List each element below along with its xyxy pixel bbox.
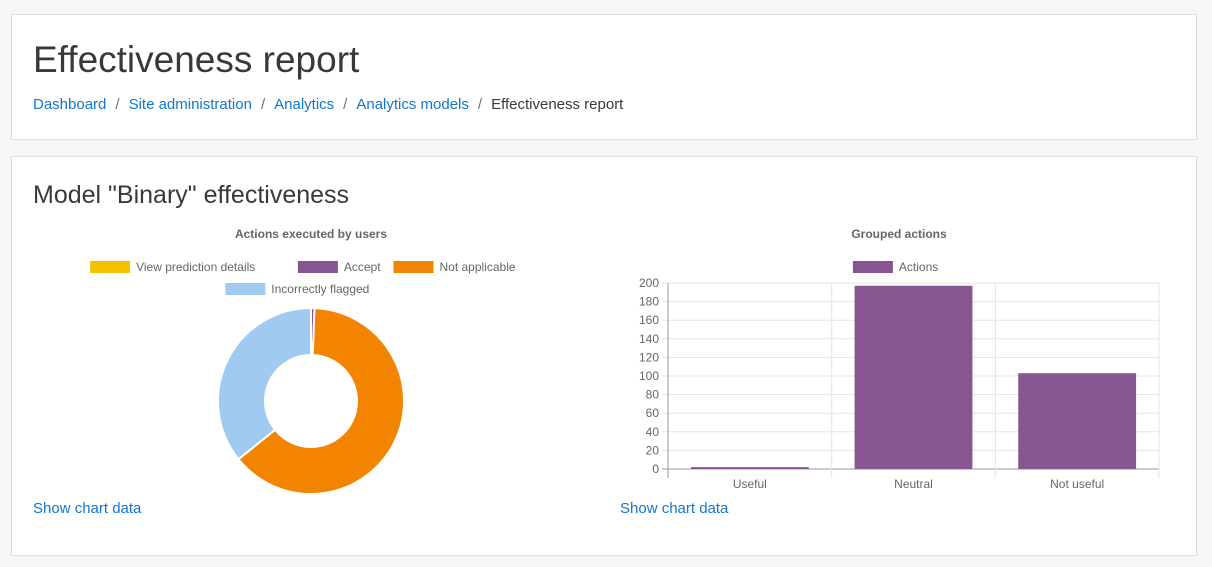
legend-label: Not applicable [440,260,516,274]
legend-item-incorrectly-flagged[interactable]: Incorrectly flagged [225,282,369,296]
breadcrumb-item-current: Effectiveness report [491,96,623,113]
pie-slice-not-applicable[interactable] [237,307,405,495]
breadcrumb-link-dashboard[interactable]: Dashboard [33,96,107,113]
breadcrumb-link-analytics-models[interactable]: Analytics models [356,96,469,113]
legend-swatch [393,261,434,273]
breadcrumb-link-site-administration[interactable]: Site administration [128,96,252,113]
breadcrumb-current-page: Effectiveness report [491,96,624,113]
y-tick-label: 180 [639,295,659,309]
y-tick-label: 60 [646,406,660,420]
legend-label: Accept [344,260,381,274]
legend-item-view-prediction-details[interactable]: View prediction details [90,260,255,274]
breadcrumb-item-analytics-models: Analytics models [356,96,469,113]
bar-chart-title: Grouped actions [851,227,947,241]
actions-pie-chart: Actions executed by users View predictio… [90,227,516,495]
page-title: Effectiveness report [33,39,360,80]
breadcrumb-separator: / [477,96,483,113]
bar-chart-bars [690,285,1137,469]
y-tick-label: 40 [646,425,660,439]
y-tick-label: 200 [639,276,659,290]
breadcrumb-link-analytics[interactable]: Analytics [274,96,335,113]
show-chart-data-link-bar[interactable]: Show chart data [620,500,729,517]
legend-item-accept[interactable]: Accept [297,260,381,274]
pie-slice-incorrectly-flagged[interactable] [217,306,312,461]
pie-chart-title: Actions executed by users [235,227,387,241]
breadcrumb-item-analytics: Analytics [274,96,334,113]
legend-item-not-applicable[interactable]: Not applicable [393,260,516,274]
legend-label: View prediction details [136,260,255,274]
legend-swatch [852,261,893,273]
x-tick-label: Useful [733,477,767,491]
breadcrumb-item-site-administration: Site administration [129,96,252,113]
y-tick-label: 140 [639,332,659,346]
legend-label: Incorrectly flagged [271,282,369,296]
show-chart-data-link-pie[interactable]: Show chart data [33,500,142,517]
legend-swatch [297,261,338,273]
bar-chart-legend: Actions [852,260,938,274]
y-tick-label: 0 [652,462,659,476]
pie-chart-slices [217,306,405,495]
legend-swatch [225,283,266,295]
x-tick-label: Neutral [894,477,933,491]
grouped-actions-bar-chart: Grouped actions Actions 0 20 40 60 80 100 120 1… [639,227,1160,491]
breadcrumb-item-dashboard: Dashboard [33,96,106,113]
breadcrumb: Dashboard / Site administration / Analytics /… [33,95,623,115]
legend-swatch [90,261,131,273]
bar-not-useful[interactable] [1018,373,1137,469]
breadcrumb-separator: / [343,96,348,113]
breadcrumb-separator: / [115,96,120,113]
y-tick-label: 120 [639,350,659,364]
pie-chart-legend: View prediction details Accept Not applica… [90,260,516,296]
bar-neutral[interactable] [854,285,973,469]
bar-chart-x-axis: Useful Neutral Not useful [733,477,1104,491]
x-tick-label: Not useful [1050,477,1104,491]
y-tick-label: 80 [646,388,660,402]
y-tick-label: 160 [639,313,659,327]
model-effectiveness-card: Model "Binary" effectiveness Actions exe… [11,156,1197,556]
legend-label: Actions [899,260,938,274]
page-header-card: Effectiveness report Dashboard / Site admi… [11,14,1197,140]
breadcrumb-separator: / [260,96,266,113]
y-tick-label: 100 [639,369,659,383]
section-title: Model "Binary" effectiveness [33,181,350,209]
bar-useful[interactable] [690,467,809,469]
legend-item-actions[interactable]: Actions [852,260,938,274]
bar-chart-y-axis: 0 20 40 60 80 100 120 140 160 180 200 [639,276,659,476]
y-tick-label: 20 [646,443,660,457]
